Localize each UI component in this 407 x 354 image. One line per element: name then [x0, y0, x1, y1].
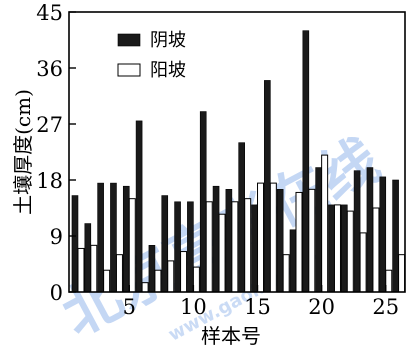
bar-yangpo-12 — [218, 213, 226, 293]
bar-yinpo-25 — [379, 176, 387, 293]
bar-yangpo-10 — [192, 266, 200, 293]
legend-label-yangpo: 阳坡 — [150, 60, 186, 81]
bar-yinpo-24 — [366, 167, 374, 293]
bar-yangpo-23 — [359, 232, 367, 293]
bar-yinpo-18 — [289, 229, 297, 293]
bar-yangpo-1 — [77, 247, 85, 293]
bar-yangpo-3 — [103, 269, 111, 293]
bar-yangpo-21 — [333, 204, 341, 293]
bar-yangpo-14 — [244, 198, 252, 293]
bar-yangpo-11 — [205, 201, 213, 293]
bar-yangpo-16 — [269, 182, 277, 293]
bar-yangpo-18 — [295, 191, 303, 293]
axes: 0 9 18 27 36 45 5 10 15 20 25 — [36, 1, 406, 319]
bar-yinpo-23 — [353, 170, 361, 293]
bar-yinpo-9 — [174, 201, 181, 293]
bar-yangpo-26 — [398, 254, 406, 293]
x-axis-label: 样本号 — [201, 324, 261, 348]
bar-yinpo-7 — [148, 245, 156, 293]
bar-yinpo-16 — [264, 80, 271, 293]
bar-yangpo-6 — [141, 282, 149, 293]
bar-yangpo-15 — [257, 182, 265, 293]
x-tick-label: 25 — [372, 295, 399, 319]
bar-yinpo-15 — [251, 204, 258, 293]
y-tick-label: 9 — [50, 225, 63, 249]
bar-yinpo-2 — [84, 223, 92, 293]
x-tick-label: 5 — [123, 295, 136, 319]
legend-label-yinpo: 阴坡 — [150, 30, 186, 51]
bar-yangpo-20 — [321, 154, 329, 293]
bar-yinpo-1 — [71, 195, 79, 293]
bar-yinpo-17 — [276, 189, 284, 293]
x-tick-label: 20 — [308, 295, 335, 319]
bar-yinpo-13 — [225, 189, 233, 293]
bar-yinpo-21 — [328, 204, 335, 293]
legend-swatch-yangpo — [117, 63, 141, 77]
bar-yinpo-3 — [97, 182, 104, 293]
y-tick-label: 45 — [36, 1, 63, 25]
bar-yinpo-19 — [302, 30, 310, 293]
legend-swatch-yinpo — [117, 33, 141, 47]
bar-yangpo-24 — [372, 207, 380, 293]
bar-yangpo-13 — [231, 201, 239, 293]
bar-yinpo-6 — [135, 120, 143, 293]
y-axis-label: 土壤厚度(cm) — [11, 89, 35, 215]
bar-yangpo-25 — [385, 269, 393, 293]
x-tick-label: 15 — [244, 295, 271, 319]
bar-yinpo-26 — [392, 179, 399, 293]
bar-yinpo-12 — [212, 185, 220, 293]
bar-yangpo-19 — [308, 188, 316, 293]
bar-yangpo-5 — [128, 198, 136, 293]
bar-yangpo-9 — [180, 251, 188, 293]
bar-yinpo-20 — [315, 167, 322, 293]
bar-yinpo-4 — [110, 182, 117, 293]
bar-yangpo-8 — [167, 260, 175, 293]
bar-yinpo-11 — [199, 111, 207, 293]
y-tick-label: 18 — [36, 169, 63, 193]
y-tick-label: 27 — [36, 113, 63, 137]
x-tick-label: 10 — [180, 295, 207, 319]
y-tick-label: 0 — [50, 281, 63, 305]
bar-yinpo-22 — [340, 204, 348, 293]
bar-yangpo-22 — [346, 210, 354, 293]
bar-yangpo-2 — [90, 244, 98, 293]
bar-yinpo-14 — [238, 142, 245, 293]
bar-yinpo-10 — [187, 201, 194, 293]
bar-yangpo-17 — [282, 254, 290, 293]
bar-yinpo-8 — [161, 195, 169, 293]
bars — [71, 30, 406, 293]
bar-yangpo-7 — [154, 269, 162, 293]
bar-yinpo-5 — [122, 185, 130, 293]
plot-frame — [68, 11, 406, 293]
bar-yangpo-4 — [115, 254, 123, 293]
y-tick-label: 36 — [36, 57, 63, 81]
